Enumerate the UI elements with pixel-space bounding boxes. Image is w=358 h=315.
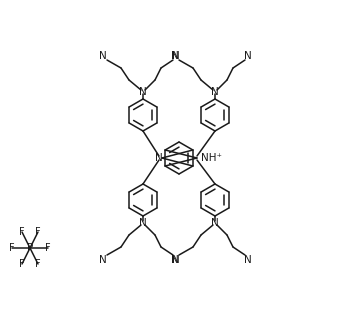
Text: F: F bbox=[35, 227, 41, 237]
Text: F: F bbox=[9, 243, 15, 253]
Text: F: F bbox=[45, 243, 51, 253]
Text: N: N bbox=[244, 51, 252, 61]
Text: N: N bbox=[171, 255, 179, 265]
Text: N: N bbox=[211, 87, 219, 97]
Text: N: N bbox=[99, 51, 107, 61]
Text: NH⁺: NH⁺ bbox=[201, 153, 222, 163]
Text: F: F bbox=[19, 259, 25, 269]
Text: N: N bbox=[211, 218, 219, 228]
Text: N: N bbox=[155, 153, 163, 163]
Text: N: N bbox=[99, 255, 107, 265]
Text: N: N bbox=[172, 51, 180, 61]
Text: P: P bbox=[27, 243, 33, 253]
Text: N: N bbox=[139, 87, 147, 97]
Text: N: N bbox=[139, 218, 147, 228]
Text: F: F bbox=[35, 259, 41, 269]
Text: N: N bbox=[171, 51, 179, 61]
Text: N: N bbox=[172, 255, 180, 265]
Text: F: F bbox=[19, 227, 25, 237]
Text: N: N bbox=[244, 255, 252, 265]
